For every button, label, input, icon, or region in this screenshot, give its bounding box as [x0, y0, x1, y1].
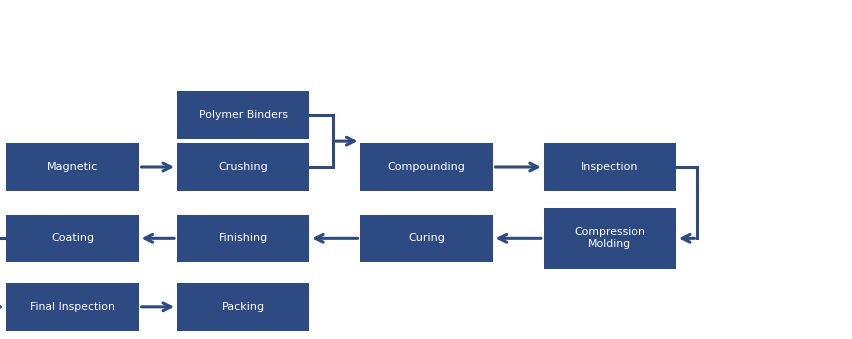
- FancyBboxPatch shape: [544, 143, 675, 191]
- Text: Polymer Binders: Polymer Binders: [199, 110, 287, 120]
- FancyBboxPatch shape: [7, 143, 138, 191]
- FancyBboxPatch shape: [176, 143, 308, 191]
- Text: Final Inspection: Final Inspection: [30, 302, 115, 312]
- Text: Packing: Packing: [222, 302, 264, 312]
- Text: Finishing: Finishing: [218, 233, 268, 243]
- Text: Magnetic: Magnetic: [47, 162, 98, 172]
- Text: Inspection: Inspection: [580, 162, 638, 172]
- Text: Production Flow of Bonded Compression Moulding Magnets: Production Flow of Bonded Compression Mo…: [75, 20, 777, 40]
- FancyBboxPatch shape: [176, 215, 308, 262]
- FancyBboxPatch shape: [176, 283, 308, 331]
- FancyBboxPatch shape: [7, 283, 138, 331]
- Text: Coating: Coating: [51, 233, 94, 243]
- Text: Curing: Curing: [407, 233, 445, 243]
- FancyBboxPatch shape: [7, 215, 138, 262]
- Text: Compression
Molding: Compression Molding: [573, 227, 645, 249]
- Text: Crushing: Crushing: [218, 162, 268, 172]
- Text: Compounding: Compounding: [387, 162, 465, 172]
- FancyBboxPatch shape: [544, 207, 675, 269]
- FancyBboxPatch shape: [360, 215, 492, 262]
- FancyBboxPatch shape: [176, 92, 308, 139]
- FancyBboxPatch shape: [360, 143, 492, 191]
